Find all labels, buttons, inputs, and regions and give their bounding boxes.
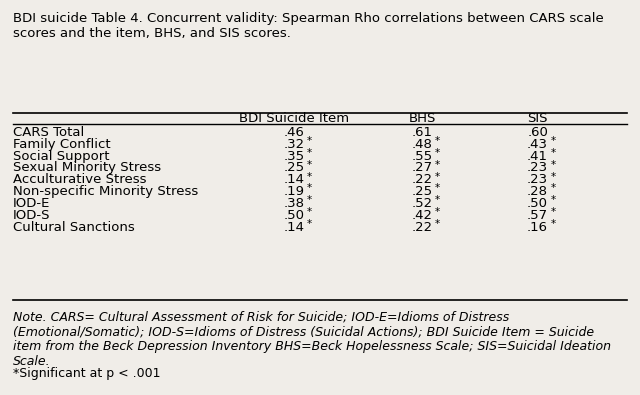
Text: *: * (435, 148, 440, 158)
Text: Cultural Sanctions: Cultural Sanctions (13, 221, 134, 233)
Text: .32: .32 (284, 138, 305, 150)
Text: .50: .50 (527, 197, 548, 210)
Text: .23: .23 (527, 162, 548, 174)
Text: .48: .48 (412, 138, 433, 150)
Text: .38: .38 (284, 197, 305, 210)
Text: IOD-E: IOD-E (13, 197, 50, 210)
Text: *: * (307, 219, 312, 229)
Text: .14: .14 (284, 173, 305, 186)
Text: *: * (550, 160, 556, 170)
Text: *: * (550, 136, 556, 146)
Text: .42: .42 (412, 209, 433, 222)
Text: *: * (435, 183, 440, 194)
Text: .19: .19 (284, 185, 305, 198)
Text: *: * (307, 171, 312, 182)
Text: .55: .55 (412, 150, 433, 162)
Text: .43: .43 (527, 138, 548, 150)
Text: *: * (435, 207, 440, 217)
Text: *: * (435, 136, 440, 146)
Text: BDI suicide Table 4. Concurrent validity: Spearman Rho correlations between CARS: BDI suicide Table 4. Concurrent validity… (13, 12, 604, 40)
Text: Sexual Minority Stress: Sexual Minority Stress (13, 162, 161, 174)
Text: *: * (550, 219, 556, 229)
Text: *: * (307, 148, 312, 158)
Text: *: * (550, 183, 556, 194)
Text: *: * (307, 160, 312, 170)
Text: .52: .52 (412, 197, 433, 210)
Text: .22: .22 (412, 173, 433, 186)
Text: Family Conflict: Family Conflict (13, 138, 111, 150)
Text: .60: .60 (527, 126, 548, 139)
Text: *: * (307, 207, 312, 217)
Text: .35: .35 (284, 150, 305, 162)
Text: .28: .28 (527, 185, 548, 198)
Text: .57: .57 (527, 209, 548, 222)
Text: *: * (435, 195, 440, 205)
Text: *: * (307, 183, 312, 194)
Text: *: * (307, 195, 312, 205)
Text: *: * (550, 195, 556, 205)
Text: *: * (550, 207, 556, 217)
Text: .16: .16 (527, 221, 548, 233)
Text: *: * (435, 160, 440, 170)
Text: Non-specific Minority Stress: Non-specific Minority Stress (13, 185, 198, 198)
Text: Social Support: Social Support (13, 150, 109, 162)
Text: .46: .46 (284, 126, 305, 139)
Text: .14: .14 (284, 221, 305, 233)
Text: *: * (550, 171, 556, 182)
Text: *Significant at p < .001: *Significant at p < .001 (13, 367, 160, 380)
Text: Acculturative Stress: Acculturative Stress (13, 173, 147, 186)
Text: CARS Total: CARS Total (13, 126, 84, 139)
Text: *: * (307, 136, 312, 146)
Text: .25: .25 (284, 162, 305, 174)
Text: SIS: SIS (527, 112, 548, 125)
Text: *: * (550, 148, 556, 158)
Text: *: * (435, 171, 440, 182)
Text: .61: .61 (412, 126, 433, 139)
Text: .23: .23 (527, 173, 548, 186)
Text: .22: .22 (412, 221, 433, 233)
Text: Note. CARS= Cultural Assessment of Risk for Suicide; IOD-E=Idioms of Distress
(E: Note. CARS= Cultural Assessment of Risk … (13, 310, 611, 368)
Text: *: * (435, 219, 440, 229)
Text: BHS: BHS (409, 112, 436, 125)
Text: .25: .25 (412, 185, 433, 198)
Text: .50: .50 (284, 209, 305, 222)
Text: .41: .41 (527, 150, 548, 162)
Text: IOD-S: IOD-S (13, 209, 51, 222)
Text: BDI Suicide Item: BDI Suicide Item (239, 112, 349, 125)
Text: .27: .27 (412, 162, 433, 174)
